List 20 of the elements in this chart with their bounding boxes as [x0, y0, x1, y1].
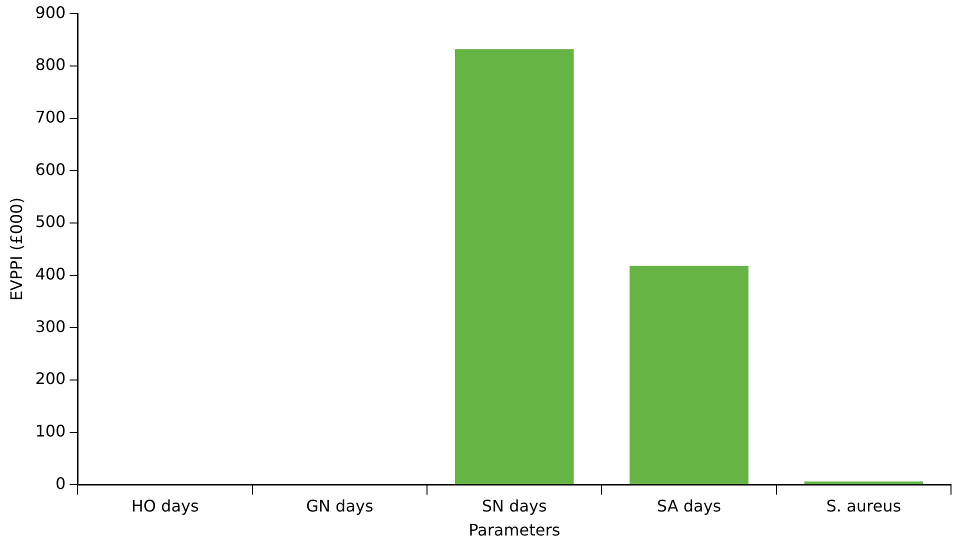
x-tick-label: SN days: [482, 496, 547, 516]
x-tick-label: HO days: [131, 496, 199, 516]
y-tick-label: 0: [56, 474, 66, 493]
x-tick-label: SA days: [656, 496, 722, 516]
y-tick-label: 200: [35, 369, 66, 388]
bar: [454, 49, 574, 484]
y-tick-label: 500: [35, 212, 66, 232]
y-tick-label: 400: [35, 264, 66, 284]
y-axis-title: EVPPI (£000): [6, 197, 26, 301]
bar: [804, 481, 924, 484]
y-tick-label: 600: [35, 160, 66, 179]
bar: [630, 266, 748, 484]
y-tick-label: 700: [35, 107, 66, 126]
x-tick-label: S. aureus: [826, 496, 902, 516]
y-tick-label: 900: [35, 2, 66, 22]
y-tick-label: 800: [35, 55, 66, 74]
x-tick-label: GN days: [306, 496, 374, 516]
y-tick-label: 300: [35, 316, 66, 336]
x-axis-title: Parameters: [468, 520, 560, 540]
y-tick-label: 100: [35, 421, 66, 440]
